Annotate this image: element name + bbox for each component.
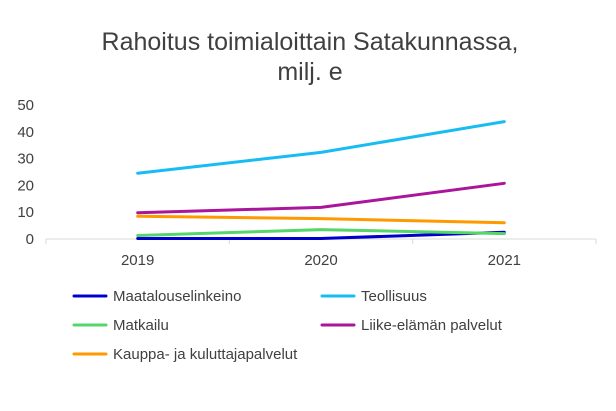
x-tick-label: 2020 [304,252,337,269]
legend-item: Teollisuus [320,288,427,305]
chart-title-line-2: milj. e [277,58,342,86]
y-tick-label: 30 [17,151,34,168]
x-tick-label: 2019 [121,252,154,269]
y-tick-label: 0 [26,231,34,248]
legend-label: Maatalouselinkeino [113,288,241,305]
series-layer [136,120,506,240]
series-line-1 [136,120,506,175]
series-line-0 [136,230,506,240]
legend-item: Liike-elämän palvelut [320,317,503,334]
chart-title-line-1: Rahoitus toimialoittain Satakunnassa, [102,28,519,56]
legend-label: Liike-elämän palvelut [361,317,503,334]
x-axis: 2019 2020 2021 [45,239,597,269]
x-tick-label: 2021 [488,252,521,269]
y-tick-label: 20 [17,177,34,194]
y-tick-label: 50 [17,97,34,114]
legend-item: Kauppa- ja kuluttajapalvelut [72,346,298,363]
legend: Maatalouselinkeino Teollisuus Matkailu Liik… [72,288,503,363]
legend-label: Kauppa- ja kuluttajapalvelut [113,346,298,363]
legend-item: Maatalouselinkeino [72,288,241,305]
y-tick-label: 40 [17,124,34,141]
legend-label: Matkailu [113,317,169,334]
legend-label: Teollisuus [361,288,427,305]
y-tick-label: 10 [17,204,34,221]
series-line-4 [136,214,506,225]
legend-item: Matkailu [72,317,169,334]
y-axis: 0 10 20 30 40 50 [17,97,34,248]
chart-title: Rahoitus toimialoittain Satakunnassa, mi… [102,28,519,86]
series-line-3 [136,181,506,215]
series-line-2 [136,228,506,237]
